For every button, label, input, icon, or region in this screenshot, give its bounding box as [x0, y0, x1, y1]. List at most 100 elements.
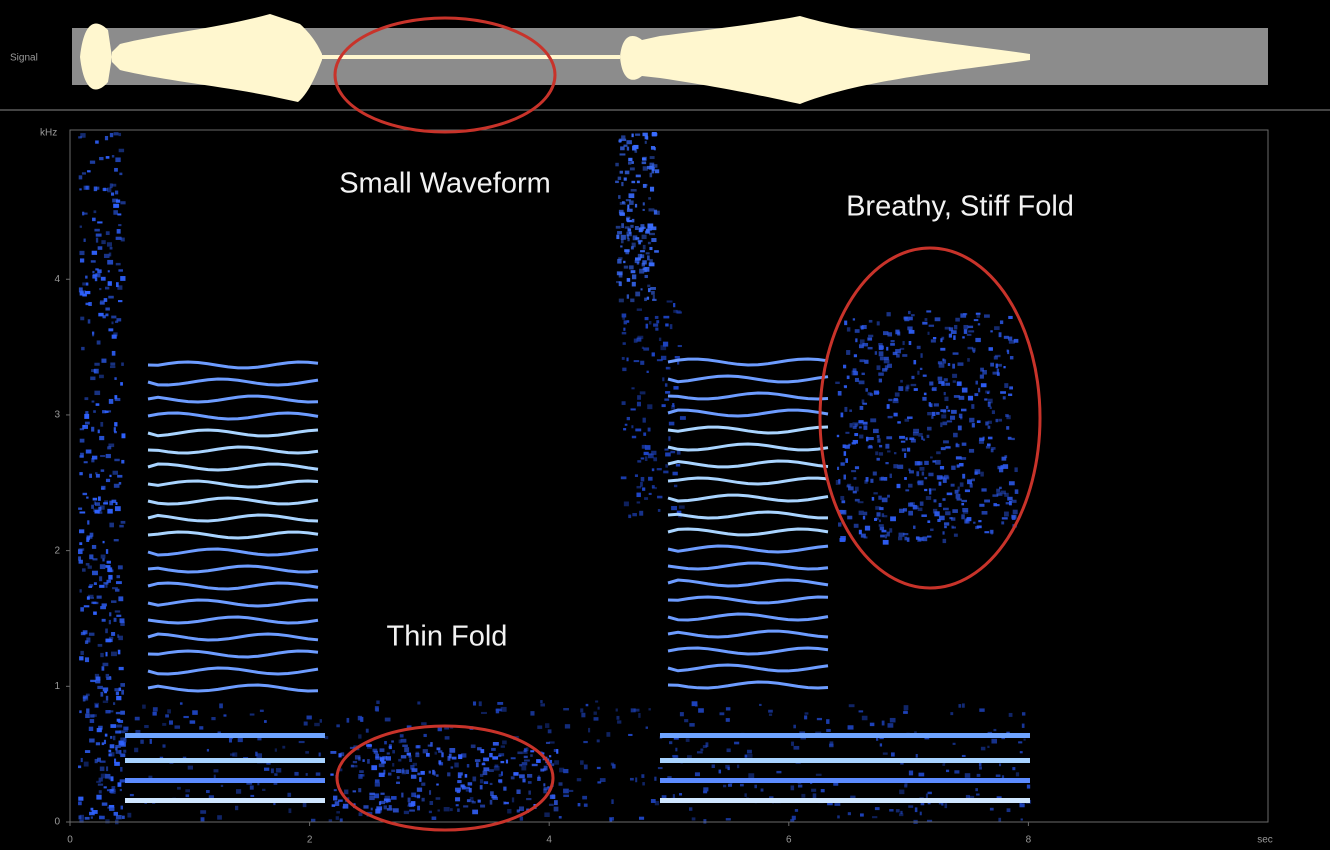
- noise: [918, 433, 922, 437]
- noise: [737, 765, 739, 769]
- noise: [401, 755, 406, 758]
- noise: [979, 767, 982, 770]
- noise: [110, 362, 115, 365]
- noise: [890, 516, 896, 521]
- noise: [97, 221, 102, 223]
- noise: [479, 701, 482, 706]
- noise: [621, 476, 627, 479]
- noise: [109, 475, 111, 477]
- noise: [637, 501, 641, 503]
- noise: [988, 402, 991, 407]
- noise: [105, 734, 107, 736]
- noise: [94, 703, 99, 708]
- noise: [118, 565, 123, 569]
- noise: [959, 396, 965, 400]
- noise: [900, 380, 903, 383]
- noise: [565, 724, 570, 728]
- noise: [890, 718, 896, 723]
- noise: [1006, 502, 1010, 504]
- noise: [958, 487, 960, 492]
- noise: [650, 287, 656, 290]
- noise: [114, 395, 117, 399]
- noise: [530, 750, 534, 752]
- noise: [873, 472, 877, 476]
- noise: [673, 386, 678, 390]
- noise: [847, 516, 852, 520]
- noise: [334, 789, 337, 791]
- noise: [934, 511, 939, 516]
- noise: [958, 704, 961, 708]
- noise: [932, 412, 935, 416]
- noise: [584, 804, 588, 807]
- noise: [977, 421, 980, 423]
- noise: [78, 801, 82, 805]
- noise: [597, 739, 600, 742]
- noise: [174, 725, 180, 728]
- noise: [468, 782, 473, 785]
- noise: [111, 192, 114, 195]
- noise: [957, 499, 962, 501]
- noise: [80, 815, 84, 820]
- noise: [947, 493, 953, 496]
- noise: [981, 488, 986, 491]
- harmonic: [668, 376, 828, 382]
- noise: [84, 605, 90, 607]
- noise: [647, 404, 652, 409]
- noise: [80, 589, 82, 592]
- noise: [622, 317, 625, 320]
- noise: [102, 742, 105, 745]
- noise: [887, 404, 890, 409]
- noise: [848, 486, 854, 490]
- noise: [625, 424, 628, 426]
- noise: [120, 767, 122, 772]
- noise: [332, 804, 336, 807]
- noise: [622, 313, 627, 317]
- noise: [862, 373, 865, 375]
- harmonic: [668, 478, 828, 484]
- noise: [634, 709, 640, 712]
- noise: [916, 506, 918, 510]
- noise: [647, 223, 653, 228]
- noise: [667, 300, 673, 302]
- noise: [116, 263, 121, 265]
- noise: [1002, 775, 1004, 778]
- noise: [379, 773, 385, 777]
- noise: [117, 229, 121, 234]
- noise: [961, 457, 966, 460]
- noise: [106, 674, 109, 678]
- noise: [795, 809, 798, 812]
- harmonic: [148, 447, 318, 453]
- noise: [526, 798, 531, 800]
- noise: [112, 199, 118, 203]
- noise: [937, 475, 943, 479]
- noise: [617, 720, 621, 723]
- noise: [657, 496, 662, 499]
- noise: [98, 313, 103, 317]
- noise: [887, 332, 892, 336]
- noise: [908, 511, 913, 516]
- noise: [116, 712, 120, 714]
- noise: [396, 782, 400, 784]
- noise: [111, 600, 116, 603]
- noise: [108, 296, 114, 299]
- noise: [600, 778, 606, 782]
- noise: [790, 819, 794, 822]
- noise: [662, 795, 667, 798]
- noise: [619, 273, 623, 278]
- noise: [1009, 713, 1013, 717]
- noise: [826, 719, 829, 724]
- noise: [991, 739, 997, 744]
- noise: [393, 808, 399, 812]
- noise: [287, 793, 291, 797]
- noise: [528, 781, 532, 784]
- noise: [862, 403, 867, 405]
- noise: [96, 474, 100, 478]
- noise: [522, 762, 528, 765]
- noise: [629, 265, 634, 269]
- noise: [955, 318, 960, 322]
- noise: [859, 381, 865, 385]
- noise: [891, 340, 895, 342]
- noise: [80, 258, 84, 262]
- noise: [622, 357, 625, 360]
- noise: [950, 416, 955, 420]
